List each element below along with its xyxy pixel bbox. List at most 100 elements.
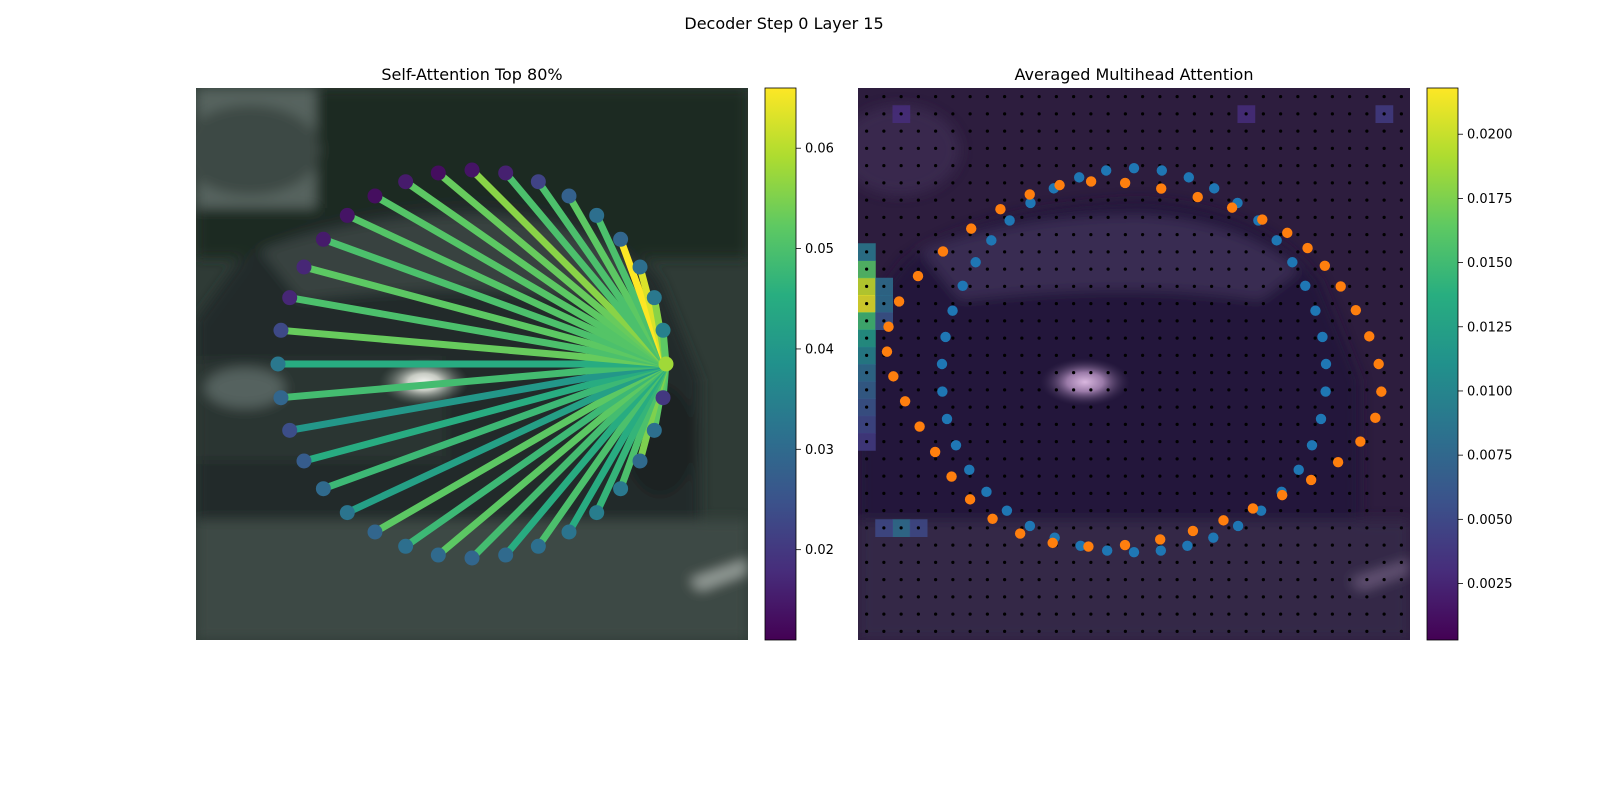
- grid-dot: [1106, 215, 1110, 219]
- grid-dot: [1365, 112, 1369, 116]
- grid-dot: [916, 146, 920, 150]
- grid-dot: [1279, 250, 1283, 254]
- grid-dot: [1072, 146, 1076, 150]
- grid-dot: [1072, 422, 1076, 426]
- grid-dot: [951, 405, 955, 409]
- grid-dot: [1003, 233, 1007, 237]
- grid-dot: [951, 560, 955, 564]
- grid-dot: [1348, 198, 1352, 202]
- grid-dot: [1141, 543, 1145, 547]
- left-panel: Self-Attention Top 80% 0.020.030.040.050…: [196, 65, 834, 641]
- scatter-point-blue: [1287, 257, 1298, 268]
- grid-dot: [1089, 595, 1093, 599]
- grid-dot: [1089, 457, 1093, 461]
- grid-dot: [1158, 336, 1162, 340]
- grid-dot: [1330, 112, 1334, 116]
- attention-edge: [280, 326, 667, 368]
- grid-dot: [1279, 405, 1283, 409]
- grid-dot: [1037, 129, 1041, 133]
- grid-dot: [899, 371, 903, 375]
- scatter-point-orange: [964, 494, 976, 505]
- grid-dot: [1365, 215, 1369, 219]
- grid-dot: [951, 509, 955, 513]
- grid-dot: [934, 560, 938, 564]
- grid-dot: [1141, 267, 1145, 271]
- grid-dot: [865, 440, 869, 444]
- grid-dot: [1279, 629, 1283, 633]
- grid-dot: [1330, 284, 1334, 288]
- grid-dot: [1382, 336, 1386, 340]
- grid-dot: [1175, 405, 1179, 409]
- grid-dot: [916, 509, 920, 513]
- colorbar-tick-label: 0.05: [805, 242, 834, 257]
- grid-dot: [1192, 440, 1196, 444]
- grid-dot: [1296, 491, 1300, 495]
- grid-dot: [951, 198, 955, 202]
- grid-dot: [1348, 371, 1352, 375]
- grid-dot: [916, 457, 920, 461]
- scatter-point-orange: [912, 270, 924, 282]
- attention-node: [655, 390, 671, 406]
- grid-dot: [1072, 250, 1076, 254]
- grid-dot: [951, 319, 955, 323]
- grid-dot: [1003, 319, 1007, 323]
- grid-dot: [934, 388, 938, 392]
- grid-dot: [1261, 612, 1265, 616]
- grid-dot: [1279, 388, 1283, 392]
- grid-dot: [1123, 371, 1127, 375]
- grid-dot: [934, 95, 938, 99]
- grid-dot: [1192, 181, 1196, 185]
- scatter-point-blue: [1320, 386, 1331, 397]
- scatter-point-blue: [941, 413, 953, 425]
- grid-dot: [1330, 198, 1334, 202]
- grid-dot: [1348, 543, 1352, 547]
- grid-dot: [951, 146, 955, 150]
- grid-dot: [1279, 233, 1283, 237]
- grid-dot: [1141, 302, 1145, 306]
- grid-dot: [951, 336, 955, 340]
- grid-dot: [882, 371, 886, 375]
- grid-dot: [1296, 215, 1300, 219]
- scatter-point-orange: [1319, 260, 1331, 271]
- grid-dot: [1089, 474, 1093, 478]
- attention-edge: [373, 192, 668, 368]
- attention-node: [646, 422, 662, 438]
- grid-dot: [1365, 440, 1369, 444]
- attention-edge: [503, 361, 669, 558]
- grid-dot: [1261, 491, 1265, 495]
- grid-dot: [1037, 491, 1041, 495]
- grid-dot: [1313, 146, 1317, 150]
- grid-dot: [1072, 474, 1076, 478]
- grid-dot: [865, 560, 869, 564]
- grid-dot: [1123, 95, 1127, 99]
- grid-dot: [1072, 353, 1076, 357]
- grid-dot: [1175, 543, 1179, 547]
- grid-dot: [882, 578, 886, 582]
- grid-dot: [1279, 336, 1283, 340]
- grid-dot: [1072, 388, 1076, 392]
- grid-dot: [1399, 474, 1403, 478]
- grid-dot: [1072, 440, 1076, 444]
- grid-dot: [1141, 336, 1145, 340]
- grid-dot: [1399, 95, 1403, 99]
- grid-dot: [968, 319, 972, 323]
- grid-dot: [1003, 422, 1007, 426]
- grid-dot: [1054, 509, 1058, 513]
- grid-dot: [1123, 491, 1127, 495]
- grid-dot: [1279, 422, 1283, 426]
- scatter-point-blue: [950, 440, 962, 451]
- grid-dot: [934, 578, 938, 582]
- grid-dot: [1399, 267, 1403, 271]
- grid-dot: [1072, 215, 1076, 219]
- grid-dot: [1037, 250, 1041, 254]
- grid-dot: [1399, 215, 1403, 219]
- grid-dot: [934, 491, 938, 495]
- grid-dot: [1330, 440, 1334, 444]
- attention-node: [632, 259, 648, 275]
- grid-dot: [1227, 336, 1231, 340]
- grid-dot: [1296, 457, 1300, 461]
- grid-dot: [865, 198, 869, 202]
- grid-dot: [1054, 526, 1058, 530]
- grid-dot: [1106, 319, 1110, 323]
- grid-dot: [1313, 560, 1317, 564]
